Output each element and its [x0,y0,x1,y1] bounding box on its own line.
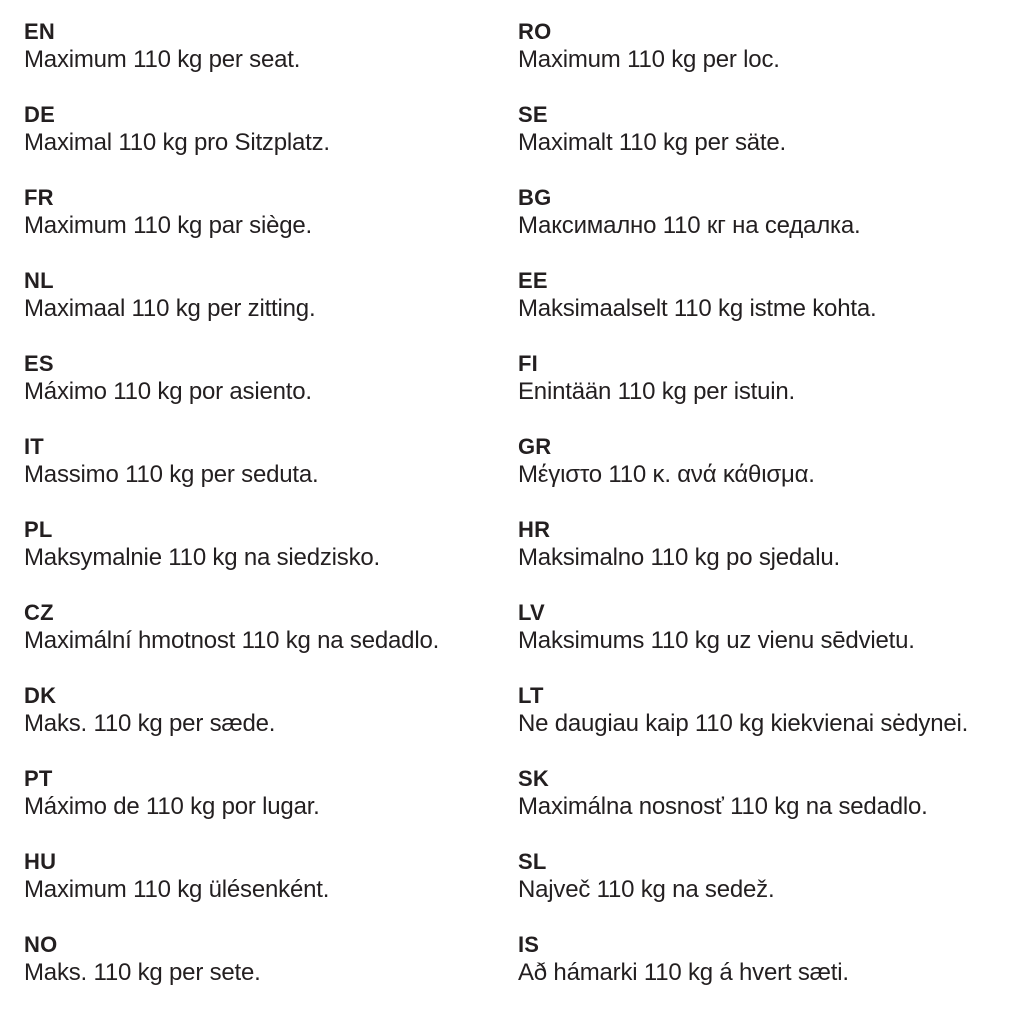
language-text: Maks. 110 kg per sæde. [24,710,276,737]
language-code: DE [24,102,55,127]
language-code: PT [24,766,53,791]
language-code: BG [518,185,552,210]
language-text: Maksymalnie 110 kg na siedzisko. [24,544,380,571]
language-text: Máximo de 110 kg por lugar. [24,793,320,820]
language-code: LT [518,683,544,708]
language-text: Enintään 110 kg per istuin. [518,378,796,405]
language-text: Maximal 110 kg pro Sitzplatz. [24,129,330,156]
language-entry: SK Maximálna nosnosť 110 kg na sedadlo. [518,765,1000,848]
language-code: RO [518,19,552,44]
language-text: Maximum 110 kg per loc. [518,46,780,73]
language-text: Maximum 110 kg per seat. [24,46,301,73]
language-entry: NL Maximaal 110 kg per zitting. [24,267,518,350]
language-code: FI [518,351,538,376]
language-entry: DE Maximal 110 kg pro Sitzplatz. [24,101,518,184]
language-entry: LT Ne daugiau kaip 110 kg kiekvienai sėd… [518,682,1000,765]
language-entry: SL Največ 110 kg na sedež. [518,848,1000,931]
language-text: Maksimaalselt 110 kg istme kohta. [518,295,877,322]
language-text: Massimo 110 kg per seduta. [24,461,319,488]
language-code: LV [518,600,545,625]
language-entry: BG Максимално 110 кг на седалка. [518,184,1000,267]
language-text: Maximum 110 kg ülésenként. [24,876,330,903]
language-text: Maksimalno 110 kg po sjedalu. [518,544,840,571]
language-entry: RO Maximum 110 kg per loc. [518,18,1000,101]
language-entry: EN Maximum 110 kg per seat. [24,18,518,101]
language-code: SL [518,849,547,874]
language-text: Maximum 110 kg par siège. [24,212,313,239]
language-code: CZ [24,600,54,625]
language-text: Máximo 110 kg por asiento. [24,378,312,405]
language-text: Μέγιστο 110 κ. ανά κάθισμα. [518,461,815,488]
language-code: FR [24,185,54,210]
language-entry: IT Massimo 110 kg per seduta. [24,433,518,516]
language-entry: NO Maks. 110 kg per sete. [24,931,518,1014]
language-text: Maksimums 110 kg uz vienu sēdvietu. [518,627,915,654]
language-code: EN [24,19,55,44]
language-text: Maximálna nosnosť 110 kg na sedadlo. [518,793,928,820]
language-code: NL [24,268,54,293]
language-text: Maximální hmotnost 110 kg na sedadlo. [24,627,440,654]
language-code: GR [518,434,552,459]
language-entry: PT Máximo de 110 kg por lugar. [24,765,518,848]
language-entry: FI Enintään 110 kg per istuin. [518,350,1000,433]
language-code: IT [24,434,44,459]
language-code: NO [24,932,58,957]
language-entry: IS Að hámarki 110 kg á hvert sæti. [518,931,1000,1014]
language-entry: LV Maksimums 110 kg uz vienu sēdvietu. [518,599,1000,682]
language-column-right: RO Maximum 110 kg per loc. SE Maximalt 1… [518,18,1000,1014]
language-entry: CZ Maximální hmotnost 110 kg na sedadlo. [24,599,518,682]
language-code: DK [24,683,57,708]
language-text: Maximaal 110 kg per zitting. [24,295,316,322]
language-code: SE [518,102,548,127]
language-text: Maximalt 110 kg per säte. [518,129,787,156]
language-entry: ES Máximo 110 kg por asiento. [24,350,518,433]
language-column-left: EN Maximum 110 kg per seat. DE Maximal 1… [24,18,518,1014]
language-code: PL [24,517,53,542]
language-entry: HU Maximum 110 kg ülésenként. [24,848,518,931]
language-text: Ne daugiau kaip 110 kg kiekvienai sėdyne… [518,710,969,737]
language-text: Að hámarki 110 kg á hvert sæti. [518,959,849,986]
language-entry: EE Maksimaalselt 110 kg istme kohta. [518,267,1000,350]
language-entry: PL Maksymalnie 110 kg na siedzisko. [24,516,518,599]
language-code: HR [518,517,551,542]
language-code: ES [24,351,54,376]
language-text: Maks. 110 kg per sete. [24,959,261,986]
language-text: Максимално 110 кг на седалка. [518,212,861,239]
language-code: IS [518,932,540,957]
language-code: EE [518,268,548,293]
language-entry: GR Μέγιστο 110 κ. ανά κάθισμα. [518,433,1000,516]
language-code: HU [24,849,57,874]
language-code: SK [518,766,549,791]
language-entry: DK Maks. 110 kg per sæde. [24,682,518,765]
language-entry: SE Maximalt 110 kg per säte. [518,101,1000,184]
language-text: Največ 110 kg na sedež. [518,876,775,903]
language-entry: HR Maksimalno 110 kg po sjedalu. [518,516,1000,599]
language-entry: FR Maximum 110 kg par siège. [24,184,518,267]
language-columns: EN Maximum 110 kg per seat. DE Maximal 1… [24,18,1024,1014]
